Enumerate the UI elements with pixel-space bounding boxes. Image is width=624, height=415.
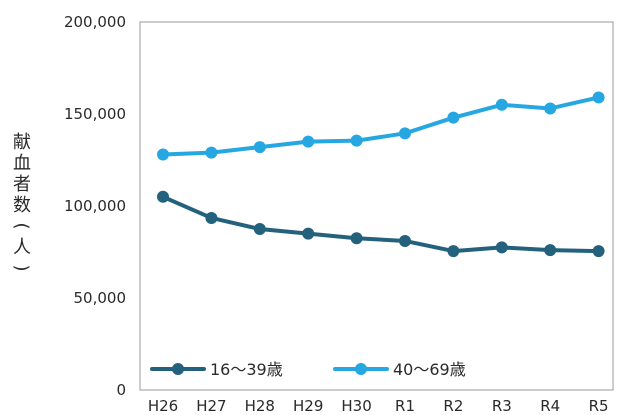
y-tick-labels: 200,000 150,000 100,000 50,000 0: [64, 13, 126, 399]
x-tick-label: H26: [148, 397, 178, 415]
legend-label: 40～69歳: [393, 360, 466, 379]
series-2: [157, 91, 605, 161]
legend-marker: [172, 363, 184, 375]
data-point: [495, 241, 508, 254]
data-point: [205, 146, 218, 159]
data-point: [399, 127, 411, 140]
y-tick-label: 50,000: [74, 289, 127, 307]
y-axis-label-char: (: [11, 222, 32, 229]
x-tick-label: R4: [540, 397, 560, 415]
legend-marker: [355, 363, 367, 375]
data-point: [157, 190, 169, 203]
data-point: [447, 245, 460, 258]
data-point: [302, 135, 315, 148]
x-tick-label: R5: [589, 397, 609, 415]
plot-frame: [139, 21, 614, 391]
series-layer: [157, 91, 605, 258]
y-axis-label-char: 数: [13, 195, 31, 216]
x-tick-label: R2: [443, 397, 463, 415]
y-axis-label-char: 血: [13, 153, 31, 174]
data-point: [205, 211, 218, 224]
y-tick-label: 0: [116, 381, 126, 399]
legend-item: 40～69歳: [333, 360, 466, 379]
data-point: [350, 134, 363, 147]
data-point: [495, 98, 508, 111]
x-tick-labels: H26 H27 H28 H29 H30 R1 R2 R3 R4 R5: [148, 397, 609, 415]
y-axis-label-char: 人: [13, 237, 31, 258]
plot-border: [139, 21, 614, 391]
x-tick-label: H27: [196, 397, 226, 415]
legend-item: 16～39歳: [150, 360, 283, 379]
data-point: [544, 102, 557, 115]
y-tick-label: 100,000: [64, 197, 126, 215]
data-point: [399, 234, 411, 247]
y-axis-label-char: ): [11, 264, 32, 271]
series-1: [157, 190, 605, 258]
legend: 16～39歳 40～69歳: [150, 360, 466, 379]
data-point: [253, 223, 266, 235]
x-tick-label: H29: [293, 397, 323, 415]
data-point: [350, 232, 363, 245]
x-tick-label: H28: [245, 397, 275, 415]
y-axis-label-char: 者: [13, 174, 31, 195]
series-line: [161, 194, 601, 254]
x-tick-label: R3: [492, 397, 512, 415]
data-point: [592, 245, 605, 258]
y-tick-label: 150,000: [64, 105, 126, 123]
legend-label: 16～39歳: [210, 360, 283, 379]
data-point: [253, 141, 266, 154]
series-line: [161, 95, 601, 157]
data-point: [157, 148, 169, 161]
data-point: [302, 227, 315, 240]
y-tick-label: 200,000: [64, 13, 126, 31]
data-point: [592, 91, 605, 104]
data-point: [447, 111, 460, 124]
x-tick-label: R1: [395, 397, 415, 415]
x-tick-label: H30: [341, 397, 371, 415]
data-point: [544, 244, 557, 257]
y-axis-label-char: 献: [13, 132, 31, 153]
